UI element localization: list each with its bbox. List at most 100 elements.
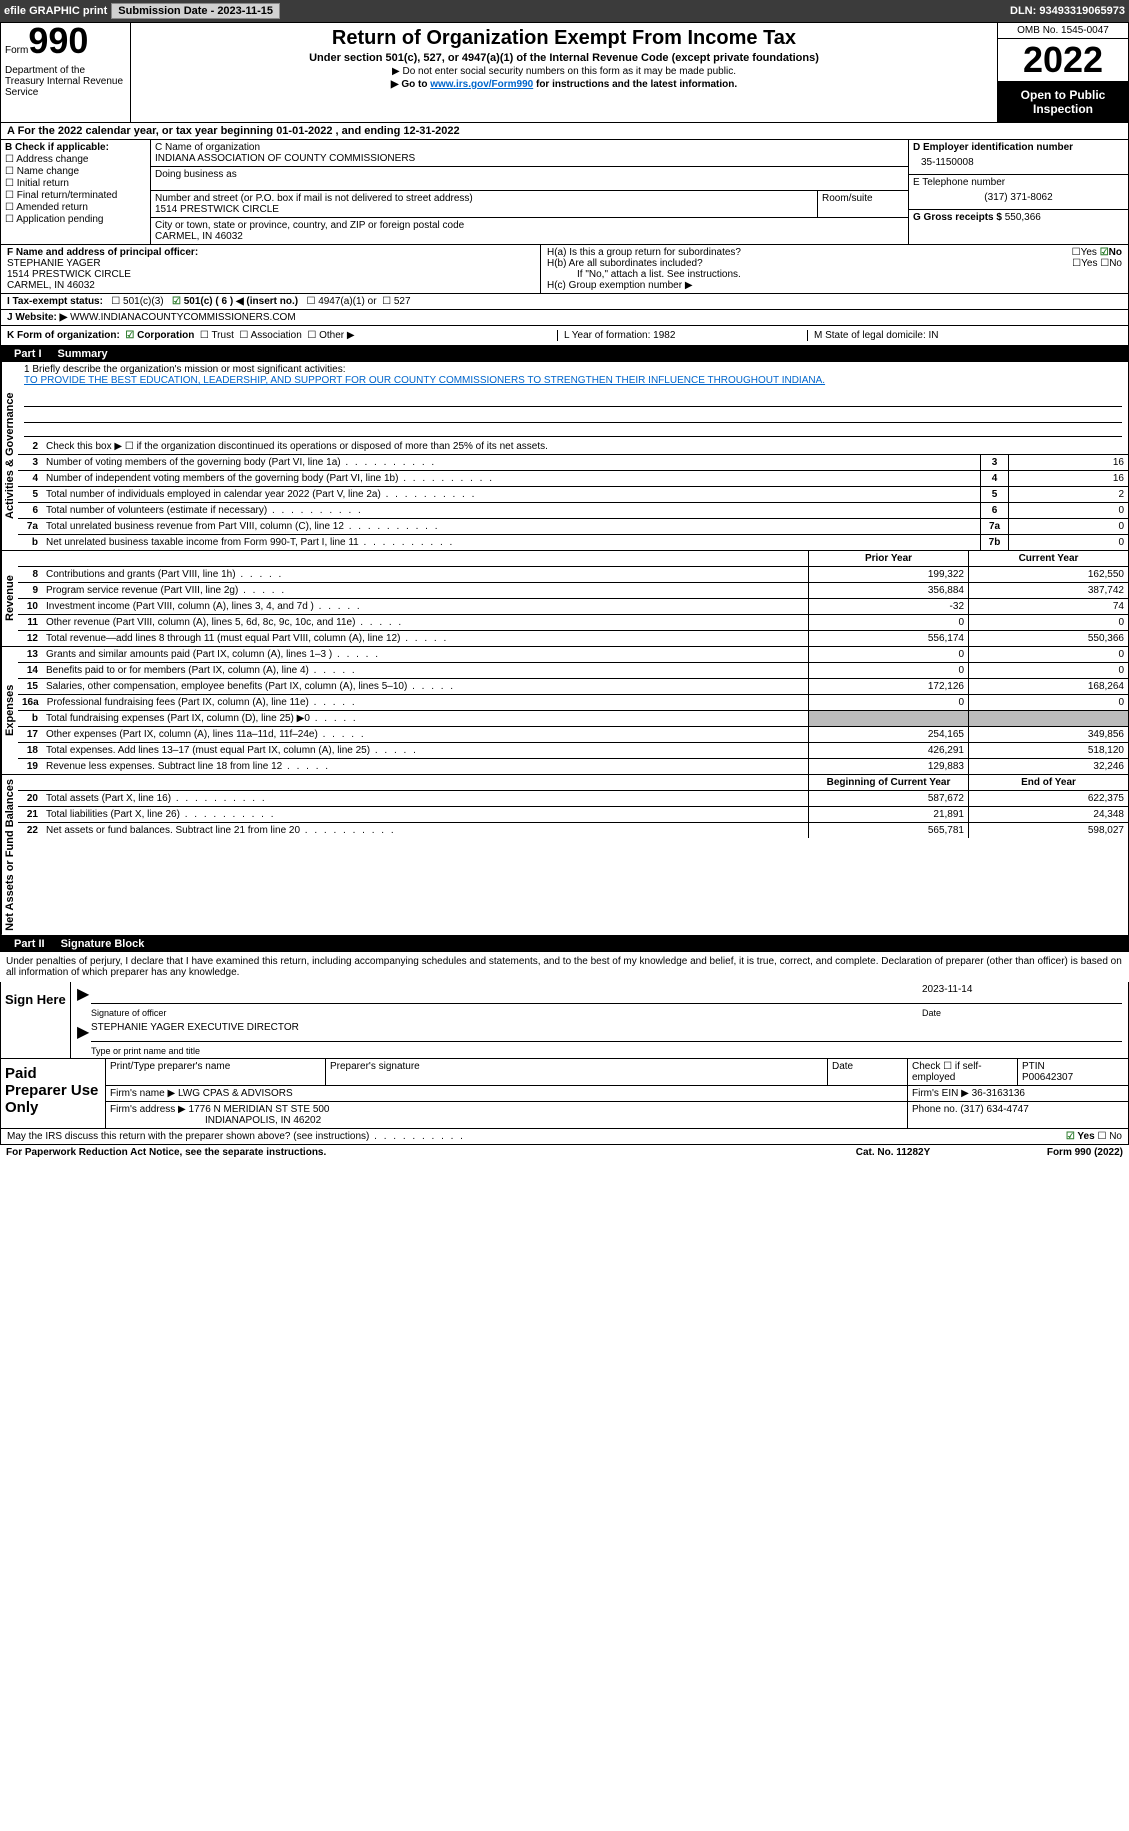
- paid-preparer-section: Paid Preparer Use Only Print/Type prepar…: [0, 1059, 1129, 1129]
- firm-phone: (317) 634-4747: [960, 1104, 1028, 1115]
- expenses-section: Expenses 13Grants and similar amounts pa…: [1, 647, 1128, 775]
- blank-line-1: [24, 409, 1122, 423]
- officer-city: CARMEL, IN 46032: [7, 280, 534, 291]
- chk-address-change[interactable]: ☐ Address change: [5, 154, 146, 165]
- column-b-checkboxes: B Check if applicable: ☐ Address change …: [1, 140, 151, 244]
- discuss-no[interactable]: ☐ No: [1097, 1131, 1122, 1142]
- form-year-footer: Form 990 (2022): [983, 1147, 1123, 1158]
- officer-name-line: ▶ STEPHANIE YAGER EXECUTIVE DIRECTOR: [71, 1020, 1128, 1044]
- column-right: D Employer identification number 35-1150…: [908, 140, 1128, 244]
- exp-row-13: 13Grants and similar amounts paid (Part …: [18, 647, 1128, 662]
- exp-row-18: 18Total expenses. Add lines 13–17 (must …: [18, 742, 1128, 758]
- net-row-21: 21Total liabilities (Part X, line 26)21,…: [18, 806, 1128, 822]
- gov-row-3: 3Number of voting members of the governi…: [18, 454, 1128, 470]
- subtitle-3: ▶ Go to www.irs.gov/Form990 for instruct…: [135, 79, 993, 90]
- tax-exempt-status-row: I Tax-exempt status: ☐ 501(c)(3) ☑ 501(c…: [0, 294, 1129, 310]
- address-row: Number and street (or P.O. box if mail i…: [151, 191, 908, 218]
- h-a-yes[interactable]: ☐Yes: [1072, 247, 1097, 258]
- status-4947[interactable]: ☐ 4947(a)(1) or: [306, 296, 376, 307]
- firm-addr-2: INDIANAPOLIS, IN 46202: [110, 1115, 321, 1126]
- side-expenses: Expenses: [1, 647, 18, 774]
- h-a-question: H(a) Is this a group return for subordin…: [547, 247, 1122, 258]
- main-info-grid: B Check if applicable: ☐ Address change …: [0, 140, 1129, 245]
- gross-value: 550,366: [1005, 212, 1041, 223]
- city-state-zip: CARMEL, IN 46032: [155, 231, 904, 242]
- exp-row-14: 14Benefits paid to or for members (Part …: [18, 662, 1128, 678]
- f-h-row: F Name and address of principal officer:…: [0, 245, 1129, 294]
- dba-box: Doing business as: [151, 167, 908, 191]
- tax-year: 2022: [998, 39, 1128, 82]
- dept-text: Department of the Treasury Internal Reve…: [5, 65, 126, 98]
- status-501c[interactable]: ☑ 501(c) ( 6 ) ◀ (insert no.): [172, 296, 298, 307]
- h-b-no[interactable]: ☐No: [1100, 258, 1122, 269]
- preparer-row-3: Firm's address ▶ 1776 N MERIDIAN ST STE …: [106, 1102, 1128, 1128]
- k-corporation[interactable]: ☑ Corporation: [125, 330, 194, 341]
- signature-labels: Signature of officer Date: [71, 1006, 1128, 1020]
- dln-text: DLN: 93493319065973: [1010, 5, 1125, 17]
- net-header: Beginning of Current Year End of Year: [18, 775, 1128, 790]
- title-cell: Return of Organization Exempt From Incom…: [131, 23, 998, 122]
- name-label-row: Type or print name and title: [71, 1044, 1128, 1058]
- rev-row-10: 10Investment income (Part VIII, column (…: [18, 598, 1128, 614]
- k-association[interactable]: ☐ Association: [239, 330, 301, 341]
- status-527[interactable]: ☐ 527: [382, 296, 410, 307]
- h-b-yes[interactable]: ☐Yes: [1072, 258, 1097, 269]
- room-suite-box: Room/suite: [818, 191, 908, 217]
- h-a-no[interactable]: ☑No: [1100, 247, 1122, 258]
- gov-row-5: 5Total number of individuals employed in…: [18, 486, 1128, 502]
- omb-number: OMB No. 1545-0047: [998, 23, 1128, 39]
- status-501c3[interactable]: ☐ 501(c)(3): [111, 296, 163, 307]
- phone-value: (317) 371-8062: [913, 188, 1124, 207]
- form-number-cell: Form990 Department of the Treasury Inter…: [1, 23, 131, 122]
- exp-row-17: 17Other expenses (Part IX, column (A), l…: [18, 726, 1128, 742]
- ein-box: D Employer identification number 35-1150…: [909, 140, 1128, 175]
- gov-row-7b: bNet unrelated business taxable income f…: [18, 534, 1128, 550]
- l-year-formation: L Year of formation: 1982: [557, 330, 807, 341]
- ein-value: 35-1150008: [913, 153, 1124, 172]
- net-assets-section: Net Assets or Fund Balances Beginning of…: [1, 775, 1128, 935]
- officer-addr: 1514 PRESTWICK CIRCLE: [7, 269, 534, 280]
- main-title: Return of Organization Exempt From Incom…: [135, 27, 993, 50]
- revenue-header: Prior Year Current Year: [18, 551, 1128, 566]
- governance-section: Activities & Governance 1 Briefly descri…: [1, 362, 1128, 551]
- k-trust[interactable]: ☐ Trust: [200, 330, 234, 341]
- gross-receipts-box: G Gross receipts $ 550,366: [909, 210, 1128, 225]
- city-box: City or town, state or province, country…: [151, 218, 908, 244]
- part-2-header: Part II Signature Block: [0, 936, 1129, 952]
- sign-here-label: Sign Here: [1, 982, 71, 1058]
- firm-name: LWG CPAS & ADVISORS: [178, 1088, 293, 1099]
- exp-row-15: 15Salaries, other compensation, employee…: [18, 678, 1128, 694]
- website-row: J Website: ▶ WWW.INDIANACOUNTYCOMMISSION…: [0, 310, 1129, 326]
- rev-row-12: 12Total revenue—add lines 8 through 11 (…: [18, 630, 1128, 646]
- form-header: Form990 Department of the Treasury Inter…: [0, 22, 1129, 123]
- signature-date: 2023-11-14: [922, 984, 1122, 1004]
- firm-ein: 36-3163136: [972, 1088, 1025, 1099]
- open-public-badge: Open to Public Inspection: [998, 82, 1128, 122]
- chk-name-change[interactable]: ☐ Name change: [5, 166, 146, 177]
- phone-box: E Telephone number (317) 371-8062: [909, 175, 1128, 210]
- irs-link[interactable]: www.irs.gov/Form990: [430, 79, 533, 90]
- chk-application-pending[interactable]: ☐ Application pending: [5, 214, 146, 225]
- rev-row-11: 11Other revenue (Part VIII, column (A), …: [18, 614, 1128, 630]
- chk-amended-return[interactable]: ☐ Amended return: [5, 202, 146, 213]
- discuss-yes[interactable]: ☑ Yes: [1066, 1131, 1095, 1142]
- f-principal-officer: F Name and address of principal officer:…: [1, 245, 541, 293]
- k-form-org-row: K Form of organization: ☑ Corporation ☐ …: [0, 326, 1129, 346]
- blank-line-2: [24, 423, 1122, 437]
- submission-date-btn[interactable]: Submission Date - 2023-11-15: [111, 3, 280, 19]
- rev-row-8: 8Contributions and grants (Part VIII, li…: [18, 566, 1128, 582]
- side-net-assets: Net Assets or Fund Balances: [1, 775, 18, 935]
- form-word: Form: [5, 45, 28, 56]
- signature-line: ▶ 2023-11-14: [71, 982, 1128, 1006]
- officer-typed-name: STEPHANIE YAGER EXECUTIVE DIRECTOR: [91, 1022, 1122, 1042]
- year-cell: OMB No. 1545-0047 2022 Open to Public In…: [998, 23, 1128, 122]
- k-other[interactable]: ☐ Other ▶: [307, 330, 354, 341]
- preparer-row-1: Print/Type preparer's name Preparer's si…: [106, 1059, 1128, 1086]
- mission-text: TO PROVIDE THE BEST EDUCATION, LEADERSHI…: [24, 375, 1122, 407]
- h-group-return: H(a) Is this a group return for subordin…: [541, 245, 1128, 293]
- officer-signature-field[interactable]: [91, 984, 922, 1004]
- org-name: INDIANA ASSOCIATION OF COUNTY COMMISSION…: [155, 153, 904, 164]
- chk-final-return[interactable]: ☐ Final return/terminated: [5, 190, 146, 201]
- chk-initial-return[interactable]: ☐ Initial return: [5, 178, 146, 189]
- gov-row-7a: 7aTotal unrelated business revenue from …: [18, 518, 1128, 534]
